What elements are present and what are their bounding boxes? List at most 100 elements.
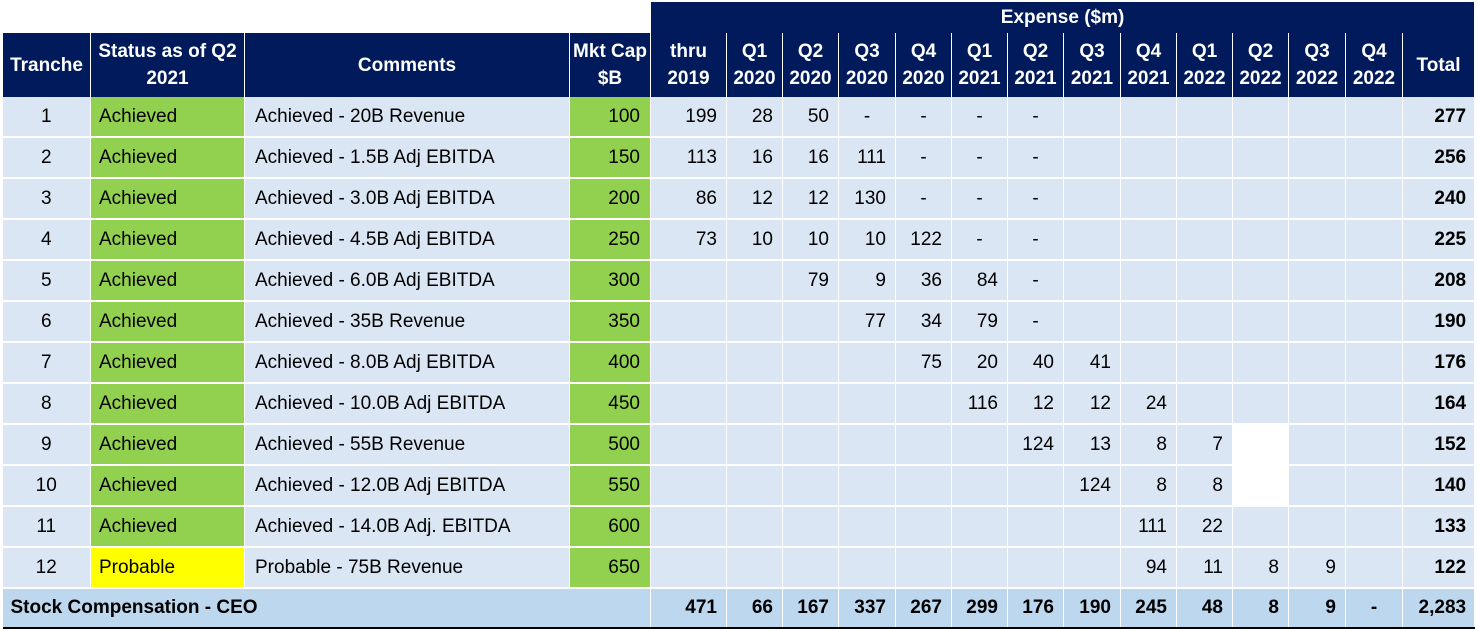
expense-cell: [1288, 137, 1346, 179]
expense-cell: [1120, 219, 1177, 261]
tranche-cell: 8: [2, 383, 91, 425]
expense-cell: 34: [895, 301, 952, 343]
expense-cell: [1288, 219, 1346, 261]
expense-cell: 28: [726, 97, 783, 138]
expense-cell: [1063, 219, 1121, 261]
comment-cell: Achieved - 8.0B Adj EBITDA: [244, 342, 570, 384]
footer-value: 190: [1063, 587, 1121, 629]
comment-cell: Achieved - 55B Revenue: [244, 424, 570, 466]
footer-label: Stock Compensation - CEO: [2, 587, 651, 629]
expense-cell: [782, 506, 839, 548]
expense-cell: [1063, 506, 1121, 548]
expense-cell: [1063, 137, 1121, 179]
expense-cell: [895, 424, 952, 466]
expense-cell: [1063, 97, 1121, 138]
expense-cell: -: [895, 137, 952, 179]
comment-cell: Achieved - 6.0B Adj EBITDA: [244, 260, 570, 302]
expense-cell: 11: [1176, 547, 1233, 589]
expense-cell: [1345, 506, 1403, 548]
tranche-cell: 4: [2, 219, 91, 261]
table-row: 10 Achieved Achieved - 12.0B Adj EBITDA 550…: [2, 465, 1476, 507]
status-cell: Achieved: [90, 383, 245, 425]
expense-cell: [1288, 342, 1346, 384]
table-row: 7 Achieved Achieved - 8.0B Adj EBITDA 400 75…: [2, 342, 1476, 384]
tranche-cell: 1: [2, 97, 91, 138]
mkt-cap-cell: 400: [569, 342, 651, 384]
header-period: Q4 2021: [1120, 33, 1177, 97]
footer-value: 471: [650, 587, 727, 629]
comment-cell: Achieved - 3.0B Adj EBITDA: [244, 178, 570, 220]
expense-cell: [951, 424, 1008, 466]
expense-cell: 8: [1120, 424, 1177, 466]
tranche-cell: 9: [2, 424, 91, 466]
header-period: Q4 2020: [895, 33, 952, 97]
expense-cell: [1120, 301, 1177, 343]
expense-cell: [1176, 260, 1233, 302]
expense-cell: [1345, 383, 1403, 425]
expense-cell: 12: [726, 178, 783, 220]
expense-cell: [1345, 97, 1403, 138]
table-row: 12 Probable Probable - 75B Revenue 650 94 11 8…: [2, 547, 1476, 589]
total-cell: 240: [1402, 178, 1476, 220]
mkt-cap-cell: 150: [569, 137, 651, 179]
mkt-cap-cell: 200: [569, 178, 651, 220]
expense-cell: [726, 547, 783, 589]
expense-cell: [1288, 301, 1346, 343]
expense-cell: [650, 301, 727, 343]
expense-cell: 22: [1176, 506, 1233, 548]
expense-cell: 10: [782, 219, 839, 261]
expense-cell: [838, 465, 896, 507]
footer-value: 66: [726, 587, 783, 629]
status-cell: Achieved: [90, 137, 245, 179]
expense-cell: [951, 506, 1008, 548]
footer-row: Stock Compensation - CEO 471 66 167 337 267 2…: [2, 587, 1476, 629]
expense-cell: 113: [650, 137, 727, 179]
tranche-cell: 2: [2, 137, 91, 179]
expense-cell: [895, 506, 952, 548]
expense-cell: [650, 342, 727, 384]
total-cell: 225: [1402, 219, 1476, 261]
table-body: 1 Achieved Achieved - 20B Revenue 100 199 28 5…: [2, 97, 1476, 589]
expense-cell: [782, 465, 839, 507]
total-cell: 122: [1402, 547, 1476, 589]
expense-cell: 8: [1176, 465, 1233, 507]
comment-cell: Achieved - 20B Revenue: [244, 97, 570, 138]
footer-value: -: [1345, 587, 1403, 629]
mkt-cap-cell: 600: [569, 506, 651, 548]
status-cell: Achieved: [90, 301, 245, 343]
mkt-cap-cell: 100: [569, 97, 651, 138]
expense-cell: [1232, 97, 1289, 138]
table-row: 3 Achieved Achieved - 3.0B Adj EBITDA 200 86…: [2, 178, 1476, 220]
expense-cell: 86: [650, 178, 727, 220]
table-row: 5 Achieved Achieved - 6.0B Adj EBITDA 300 79…: [2, 260, 1476, 302]
expense-cell: 75: [895, 342, 952, 384]
expense-cell: 130: [838, 178, 896, 220]
header-tranche: Tranche: [2, 33, 91, 97]
expense-cell: [1232, 301, 1289, 343]
expense-cell: -: [1007, 137, 1064, 179]
expense-cell: [1345, 260, 1403, 302]
expense-cell: 111: [1120, 506, 1177, 548]
expense-cell: [726, 301, 783, 343]
total-cell: 208: [1402, 260, 1476, 302]
expense-cell: [782, 383, 839, 425]
expense-cell: [782, 301, 839, 343]
total-cell: 164: [1402, 383, 1476, 425]
expense-cell: 77: [838, 301, 896, 343]
mkt-cap-cell: 500: [569, 424, 651, 466]
comment-cell: Probable - 75B Revenue: [244, 547, 570, 589]
expense-cell: -: [895, 97, 952, 138]
expense-cell: [1120, 342, 1177, 384]
expense-cell: 94: [1120, 547, 1177, 589]
status-cell: Achieved: [90, 342, 245, 384]
tranche-cell: 10: [2, 465, 91, 507]
expense-cell: [650, 506, 727, 548]
comment-cell: Achieved - 35B Revenue: [244, 301, 570, 343]
status-cell: Achieved: [90, 465, 245, 507]
table-row: 6 Achieved Achieved - 35B Revenue 350 77 34 79…: [2, 301, 1476, 343]
expense-cell: [1345, 465, 1403, 507]
header-blank: [2, 2, 651, 33]
expense-cell: 12: [782, 178, 839, 220]
comment-cell: Achieved - 10.0B Adj EBITDA: [244, 383, 570, 425]
